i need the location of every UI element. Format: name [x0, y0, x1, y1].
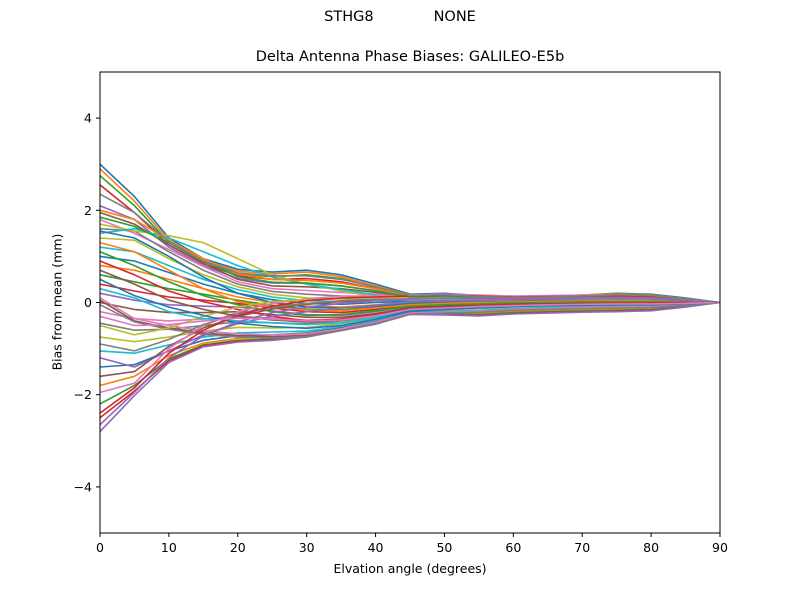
- y-axis-label: Bias from mean (mm): [49, 233, 65, 371]
- figure-suptitle: STHG8 NONE: [0, 9, 800, 25]
- x-tick-label: 80: [643, 540, 659, 555]
- y-tick-label: −2: [74, 387, 92, 402]
- series-line: [99, 297, 721, 368]
- x-tick-label: 70: [574, 540, 590, 555]
- y-tick-label: 0: [84, 295, 92, 310]
- series-line: [99, 218, 721, 304]
- series-line: [99, 301, 721, 405]
- series-line: [99, 301, 721, 355]
- x-tick-label: 40: [368, 540, 384, 555]
- series-line: [99, 301, 721, 327]
- series-line: [99, 260, 720, 322]
- series-line: [99, 163, 721, 304]
- data-lines: [99, 163, 721, 433]
- series-line: [99, 241, 721, 312]
- series-line: [99, 251, 721, 317]
- y-axis-ticks: −4 −2 0 2 4: [74, 111, 100, 494]
- x-tick-label: 0: [96, 540, 104, 555]
- x-tick-label: 90: [712, 540, 728, 555]
- series-line: [99, 184, 721, 304]
- series-line: [99, 211, 721, 304]
- suptitle-station: STHG8: [324, 9, 374, 25]
- x-tick-label: 30: [299, 540, 315, 555]
- chart-title: Delta Antenna Phase Biases: GALILEO-E5b: [255, 49, 565, 65]
- x-tick-label: 10: [161, 540, 177, 555]
- y-tick-label: 4: [84, 111, 92, 126]
- x-axis-label: Elvation angle (degrees): [333, 561, 487, 576]
- series-line: [99, 278, 721, 330]
- x-tick-label: 50: [436, 540, 452, 555]
- y-tick-label: −4: [74, 479, 92, 494]
- x-axis-ticks: 0 10 20 30 40 50 60 70 80 90: [96, 533, 728, 555]
- series-line: [99, 296, 721, 426]
- x-tick-label: 20: [230, 540, 246, 555]
- y-tick-label: 2: [84, 203, 92, 218]
- series-line: [99, 193, 721, 304]
- suptitle-radome: NONE: [433, 9, 476, 25]
- x-tick-label: 60: [505, 540, 521, 555]
